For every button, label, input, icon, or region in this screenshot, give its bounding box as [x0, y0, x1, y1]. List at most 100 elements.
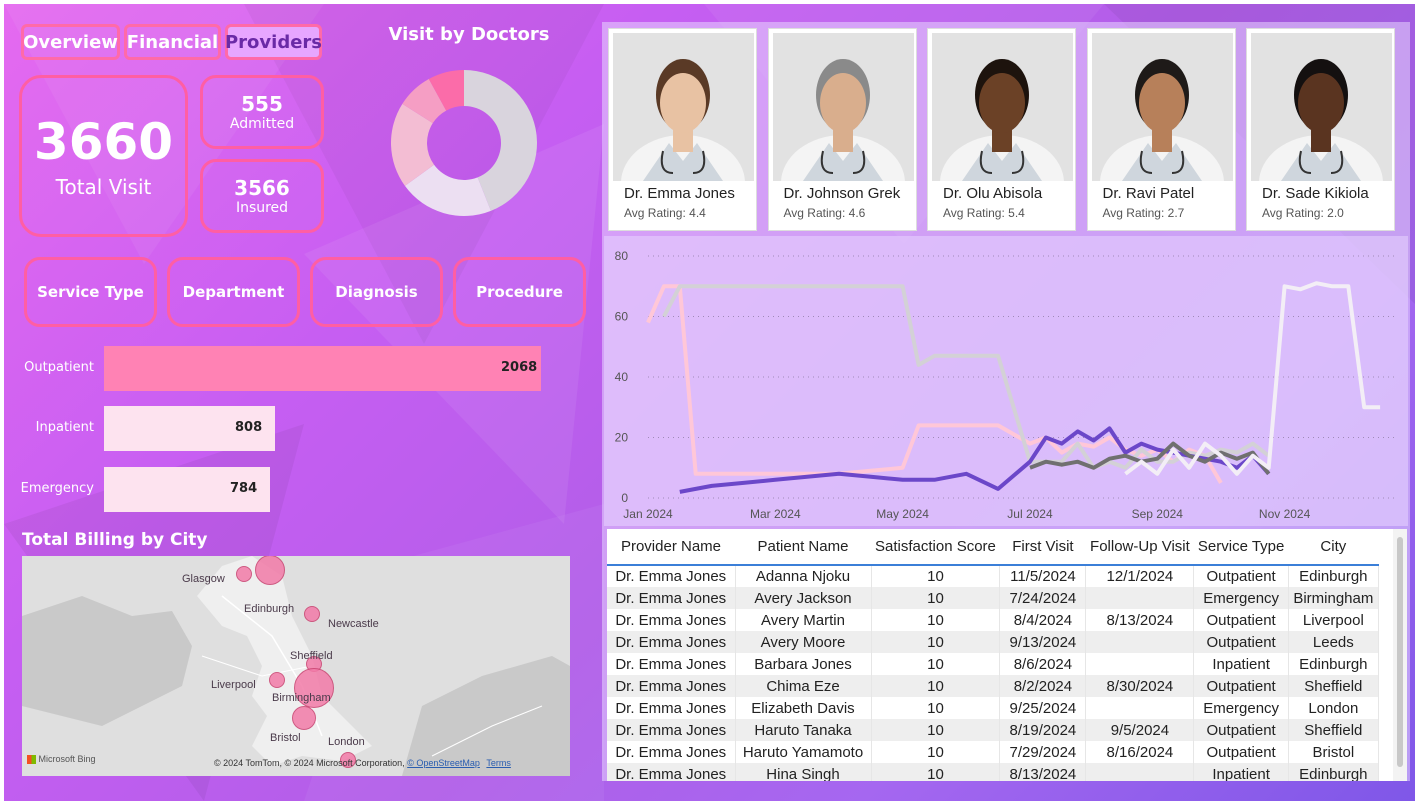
doctor-rating: Avg Rating: 5.4	[943, 206, 1025, 220]
table-cell: Dr. Emma Jones	[607, 565, 736, 587]
billing-map[interactable]: Glasgow Edinburgh Newcastle Sheffield Liverp…	[22, 556, 570, 776]
table-row[interactable]: Dr. Emma Jones Haruto Tanaka 10 8/19/2024 9/…	[607, 719, 1379, 741]
microsoft-logo-icon	[27, 755, 36, 765]
column-header[interactable]: Satisfaction Score	[871, 529, 1000, 566]
slicer-diagnosis[interactable]: Diagnosis	[310, 257, 443, 327]
table-header-row: Provider Name Patient Name Satisfaction Sc…	[607, 529, 1379, 566]
donut-slice-3[interactable]	[402, 79, 447, 124]
kpi-admitted-label: Admitted	[229, 116, 295, 132]
doctor-photo	[1091, 33, 1233, 181]
terms-link[interactable]: Terms	[486, 758, 511, 768]
series-line-1[interactable]	[662, 284, 1270, 470]
table-cell: Hina Singh	[735, 763, 872, 781]
y-tick-label: 20	[615, 431, 629, 445]
table-cell: 10	[871, 719, 1001, 741]
slicer-department[interactable]: Department	[167, 257, 300, 327]
table-cell: 7/29/2024	[999, 741, 1087, 763]
y-tick-label: 60	[615, 310, 629, 324]
series-line-0[interactable]	[646, 284, 1223, 484]
table-cell: 8/13/2024	[999, 763, 1087, 781]
city-bubble-edinburgh[interactable]	[255, 556, 285, 585]
table-cell: Dr. Emma Jones	[607, 741, 736, 763]
city-label-london: London	[328, 736, 365, 748]
table-cell: Outpatient	[1193, 741, 1289, 763]
table-cell: Dr. Emma Jones	[607, 697, 736, 719]
table-cell: 10	[871, 653, 1001, 675]
city-bubble-london[interactable]	[340, 752, 356, 768]
table-row[interactable]: Dr. Emma Jones Avery Jackson 10 7/24/2024 Em…	[607, 587, 1379, 609]
table-cell: 10	[871, 763, 1001, 781]
city-label-birmingham: Birmingham	[272, 692, 331, 704]
doctor-card[interactable]: Dr. Olu Abisola Avg Rating: 5.4	[927, 28, 1076, 231]
column-header[interactable]: Provider Name	[607, 529, 735, 566]
city-bubble-glasgow[interactable]	[236, 566, 252, 582]
city-bubble-liverpool[interactable]	[269, 672, 285, 688]
donut-slice-2[interactable]	[391, 103, 435, 186]
donut-slice-4[interactable]	[428, 70, 464, 111]
table-cell: Outpatient	[1193, 719, 1289, 741]
table-cell: Barbara Jones	[735, 653, 872, 675]
column-header[interactable]: Follow-Up Visit	[1085, 529, 1194, 566]
table-row[interactable]: Dr. Emma Jones Haruto Yamamoto 10 7/29/2024…	[607, 741, 1379, 763]
slicer-procedure[interactable]: Procedure	[453, 257, 586, 327]
table-cell: Dr. Emma Jones	[607, 631, 736, 653]
table-row[interactable]: Dr. Emma Jones Chima Eze 10 8/2/2024 8/30/20…	[607, 675, 1379, 697]
table-row[interactable]: Dr. Emma Jones Hina Singh 10 8/13/2024 Inpat…	[607, 763, 1379, 781]
city-bubble-bristol[interactable]	[292, 706, 316, 730]
doctor-photo	[613, 33, 754, 181]
slicer-service-type[interactable]: Service Type	[24, 257, 157, 327]
table-scrollbar[interactable]	[1393, 529, 1407, 781]
column-header[interactable]: City	[1288, 529, 1379, 566]
table-cell: 8/16/2024	[1085, 741, 1195, 763]
column-header[interactable]: Patient Name	[735, 529, 871, 566]
table-row[interactable]: Dr. Emma Jones Barbara Jones 10 8/6/2024 Inp…	[607, 653, 1379, 675]
visits-line-chart[interactable]: 0 20 40 60 80 Jan 2024 Mar 2024 May 2024 Jul 202…	[604, 236, 1408, 526]
doctor-name: Dr. Emma Jones	[624, 185, 735, 202]
bing-logo: Microsoft Bing	[27, 754, 96, 765]
donut-chart[interactable]	[389, 68, 539, 218]
tab-overview[interactable]: Overview	[21, 24, 120, 60]
table-cell: 8/6/2024	[999, 653, 1087, 675]
city-label-bristol: Bristol	[270, 732, 301, 744]
tab-providers[interactable]: Providers	[225, 24, 322, 60]
doctor-card[interactable]: Dr. Emma Jones Avg Rating: 4.4	[608, 28, 757, 231]
doctor-rating: Avg Rating: 2.7	[1102, 206, 1185, 220]
osm-link[interactable]: © OpenStreetMap	[407, 758, 480, 768]
scrollbar-thumb[interactable]	[1397, 537, 1403, 767]
column-header[interactable]: Service Type	[1193, 529, 1289, 566]
bar-inpatient[interactable]	[104, 406, 275, 451]
table-cell: Elizabeth Davis	[735, 697, 872, 719]
column-header[interactable]: First Visit	[999, 529, 1086, 566]
donut-slice-1[interactable]	[404, 164, 491, 216]
city-bubble-birmingham[interactable]	[294, 668, 334, 708]
doctor-card[interactable]: Dr. Ravi Patel Avg Rating: 2.7	[1086, 28, 1236, 231]
table-cell: Outpatient	[1193, 565, 1289, 587]
table-cell: Avery Jackson	[735, 587, 872, 609]
donut-slice-0[interactable]	[464, 70, 537, 211]
doctor-card[interactable]: Dr. Johnson Grek Avg Rating: 4.6	[767, 28, 917, 231]
doctor-card[interactable]: Dr. Sade Kikiola Avg Rating: 2.0	[1246, 28, 1395, 231]
kpi-insured: 3566 Insured	[200, 159, 324, 233]
doctor-name: Dr. Ravi Patel	[1102, 185, 1195, 202]
table-cell: Liverpool	[1288, 609, 1379, 631]
bar-emergency[interactable]	[104, 467, 270, 512]
series-line-3[interactable]	[1029, 441, 1271, 475]
doctor-name: Dr. Johnson Grek	[783, 185, 901, 202]
city-bubble-newcastle[interactable]	[304, 606, 320, 622]
tab-financial[interactable]: Financial	[124, 24, 221, 60]
table-row[interactable]: Dr. Emma Jones Adanna Njoku 10 11/5/2024 12/…	[607, 565, 1379, 587]
series-line-4[interactable]	[1124, 281, 1381, 476]
table-row[interactable]: Dr. Emma Jones Avery Martin 10 8/4/2024 8/13…	[607, 609, 1379, 631]
table-cell: 10	[871, 697, 1001, 719]
table-row[interactable]: Dr. Emma Jones Avery Moore 10 9/13/2024 Outp…	[607, 631, 1379, 653]
table-row[interactable]: Dr. Emma Jones Elizabeth Davis 10 9/25/2024…	[607, 697, 1379, 719]
bar-outpatient[interactable]	[104, 346, 541, 391]
table-cell: London	[1288, 697, 1379, 719]
table-cell: Dr. Emma Jones	[607, 587, 736, 609]
table-cell: Edinburgh	[1288, 653, 1379, 675]
map-attribution: © 2024 TomTom, © 2024 Microsoft Corporat…	[214, 758, 511, 768]
y-tick-label: 0	[621, 491, 628, 505]
table-cell: Outpatient	[1193, 675, 1289, 697]
table-cell: Dr. Emma Jones	[607, 763, 736, 781]
table-cell: Haruto Tanaka	[735, 719, 872, 741]
